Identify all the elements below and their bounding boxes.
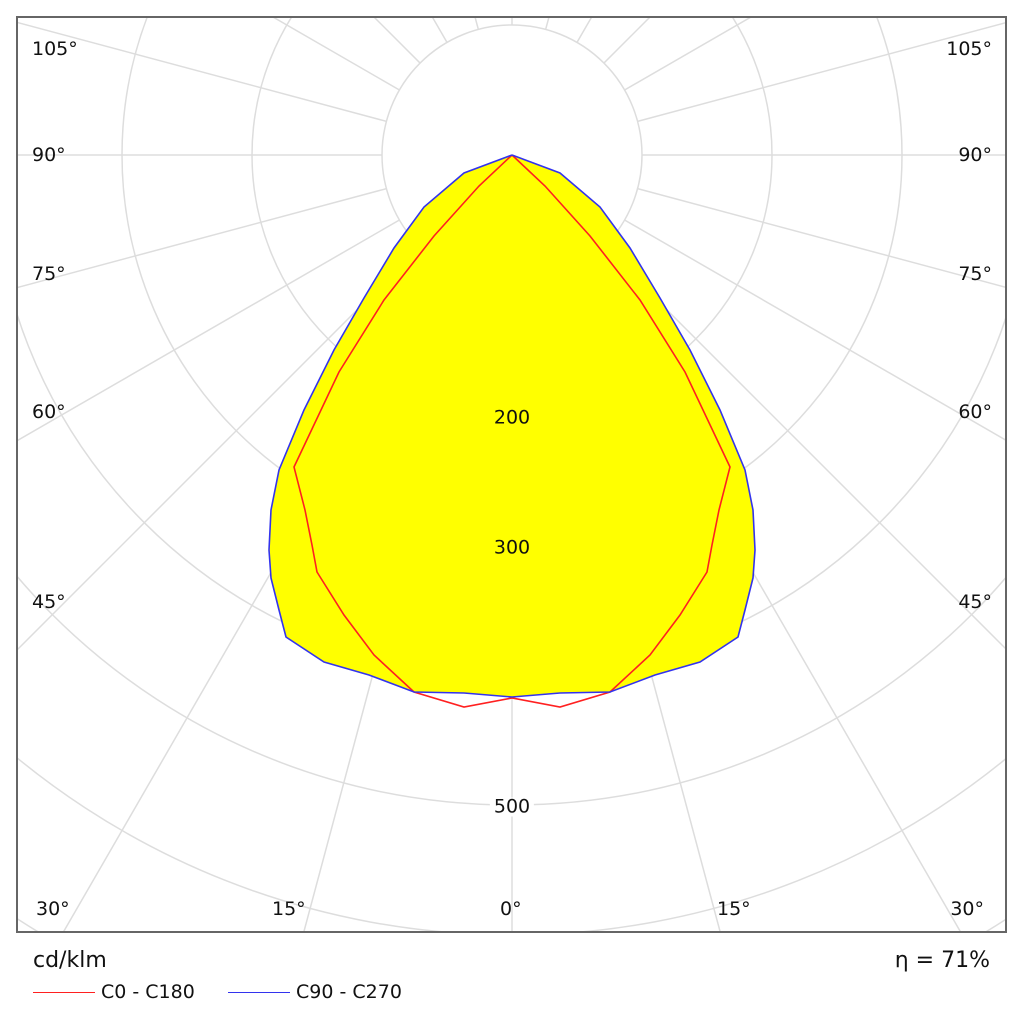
angle-label-15-bottom-left: 15° bbox=[272, 898, 306, 920]
angle-label-75-left: 75° bbox=[32, 263, 66, 285]
ring-label-500: 500 bbox=[489, 797, 535, 817]
plot-frame bbox=[16, 16, 1007, 933]
legend-swatch-red bbox=[33, 991, 95, 993]
ring-label-200: 200 bbox=[493, 406, 531, 429]
legend-c0-c180: C0 - C180 bbox=[33, 981, 195, 1003]
angle-label-105-right: 105° bbox=[946, 38, 992, 60]
angle-label-90-right: 90° bbox=[958, 144, 992, 166]
legend-label: C0 - C180 bbox=[101, 981, 195, 1003]
angle-label-15-bottom-right: 15° bbox=[717, 898, 751, 920]
efficiency-label: η = 71% bbox=[894, 948, 990, 973]
angle-label-75-right: 75° bbox=[958, 263, 992, 285]
angle-label-45-left: 45° bbox=[32, 591, 66, 613]
angle-label-30-left: 30° bbox=[36, 898, 70, 920]
angle-label-30-right: 30° bbox=[950, 898, 984, 920]
unit-label: cd/klm bbox=[33, 948, 107, 973]
angle-label-105-left: 105° bbox=[32, 38, 78, 60]
c0-c180-curve bbox=[293, 154, 731, 708]
angle-label-60-left: 60° bbox=[32, 401, 66, 423]
angle-label-45-right: 45° bbox=[958, 591, 992, 613]
angle-label-90-left: 90° bbox=[32, 144, 66, 166]
legend-c90-c270: C90 - C270 bbox=[228, 981, 402, 1003]
legend-label: C90 - C270 bbox=[296, 981, 402, 1003]
angle-label-0-bottom: 0° bbox=[500, 898, 522, 920]
legend-swatch-blue bbox=[228, 991, 290, 993]
c90-c270-curve bbox=[268, 154, 756, 698]
ring-label-300: 300 bbox=[493, 536, 531, 559]
angle-label-60-right: 60° bbox=[958, 401, 992, 423]
